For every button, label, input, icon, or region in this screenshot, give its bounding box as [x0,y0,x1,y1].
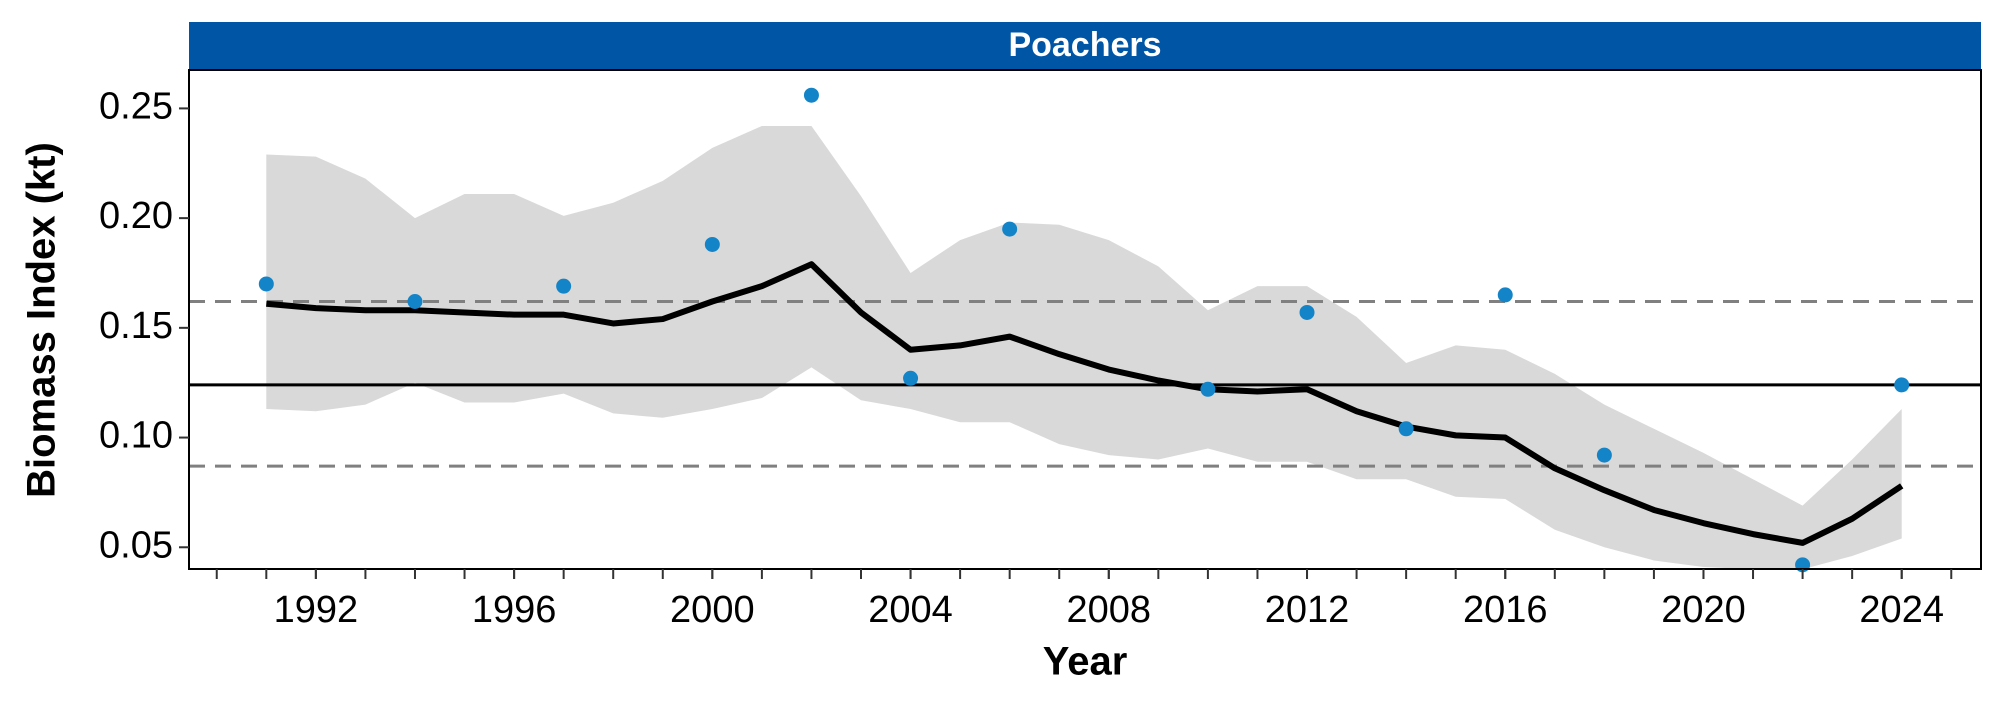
data-point [1200,381,1216,397]
data-point [258,276,274,292]
x-axis-label: Year [1043,640,1128,684]
y-tick-label: 0.25 [99,85,173,127]
data-point [556,278,572,294]
x-tick-label: 1996 [472,589,557,631]
data-point [1596,447,1612,463]
chart-title: Poachers [1008,26,1161,64]
plot-border [188,69,1982,570]
data-point [803,87,819,103]
data-point [1894,377,1910,393]
x-tick-label: 2012 [1265,589,1350,631]
x-tick-label: 2000 [670,589,755,631]
title-strip [189,22,1981,70]
x-tick-label: 2008 [1067,589,1152,631]
y-tick-label: 0.15 [99,305,173,347]
x-tick-label: 2004 [868,589,953,631]
y-tick-label: 0.20 [99,195,173,237]
data-point [903,370,919,386]
x-tick-label: 1992 [274,589,359,631]
x-tick-label: 2020 [1661,589,1746,631]
confidence-band [266,125,1902,570]
data-point [407,294,423,310]
data-point [704,236,720,252]
data-point [1398,421,1414,437]
data-point [1299,304,1315,320]
trend-line [266,261,1904,546]
y-axis-label: Biomass Index (kt) [20,142,64,498]
y-tick-label: 0.10 [99,415,173,457]
x-tick-label: 2016 [1463,589,1548,631]
data-point [1002,221,1018,237]
data-point [1497,287,1513,303]
y-tick-label: 0.05 [99,524,173,566]
x-tick-label: 2024 [1859,589,1944,631]
